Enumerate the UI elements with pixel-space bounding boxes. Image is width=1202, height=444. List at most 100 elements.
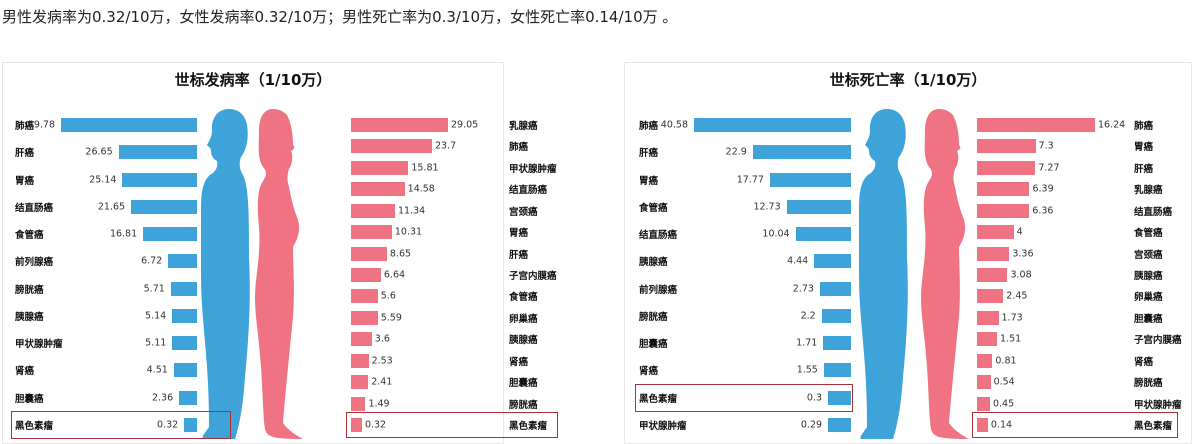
male-value-label: 0.29 [800, 419, 823, 431]
male-value-label: 17.77 [736, 174, 764, 186]
female-bar [977, 268, 1008, 282]
male-category-label: 肺癌 [15, 121, 35, 132]
female-bar [351, 332, 372, 347]
male-value-label: 12.73 [753, 201, 781, 213]
female-value-label: 8.65 [389, 248, 412, 260]
female-value-label: 1.73 [1001, 312, 1023, 324]
male-bar [814, 254, 851, 269]
male-value-label: 0.32 [157, 419, 179, 431]
chart-title: 世标发病率（1/10万） [174, 71, 332, 89]
male-bar [172, 336, 197, 351]
male-value-label: 2.2 [800, 310, 816, 322]
female-value-label: 2.41 [371, 376, 393, 388]
female-bar [977, 203, 1030, 218]
female-bar [351, 203, 395, 218]
female-category-label: 肝癌 [509, 249, 529, 261]
male-bar [823, 363, 851, 378]
male-category-label: 肺癌 [639, 121, 659, 132]
male-bar [823, 336, 851, 351]
female-value-label: 5.6 [380, 290, 396, 302]
female-silhouette-shape [921, 109, 969, 439]
male-category-label: 胆囊癌 [639, 339, 668, 351]
female-category-label: 胃癌 [509, 228, 529, 240]
female-category-label: 膀胱癌 [1134, 378, 1163, 390]
male-category-label: 胃癌 [639, 175, 659, 187]
male-category-label: 前列腺癌 [15, 257, 54, 269]
male-value-label: 4.51 [146, 364, 168, 376]
male-value-label: 5.14 [145, 310, 167, 322]
female-value-label: 5.59 [380, 312, 402, 324]
female-category-label: 食管癌 [1134, 228, 1163, 240]
female-bar [351, 396, 366, 411]
male-highlight-box [11, 411, 231, 439]
male-value-label: 1.71 [796, 337, 818, 349]
male-highlight-box [635, 383, 853, 412]
incidence-chart-panel: 世标发病率（1/10万） 肺癌 49.78 肝癌 26.65 胃癌 25.14 结直肠癌 21… [2, 62, 558, 444]
female-category-label: 宫颈癌 [509, 206, 538, 218]
female-category-label: 胆囊癌 [509, 378, 538, 390]
male-category-label: 胰腺癌 [639, 257, 668, 269]
female-category-label: 胰腺癌 [1134, 271, 1163, 282]
male-value-label: 0.3 [806, 392, 823, 404]
male-value-label: 26.65 [85, 146, 113, 158]
male-bar [170, 281, 197, 296]
female-category-label: 乳腺癌 [1134, 185, 1163, 197]
female-category-label: 胆囊癌 [1134, 313, 1163, 325]
female-silhouette-icon [255, 109, 303, 439]
male-bar [828, 390, 851, 405]
female-bar [351, 268, 381, 282]
female-value-label: 16.24 [1098, 119, 1126, 131]
female-bar [351, 225, 392, 240]
female-category-label: 乳腺癌 [509, 121, 538, 132]
female-value-label: 10.31 [394, 226, 423, 238]
male-bar [795, 227, 851, 242]
male-value-label: 16.81 [109, 228, 138, 240]
female-bar [351, 182, 405, 197]
chart-title: 世标死亡率（1/10万） [829, 71, 987, 89]
male-value-label: 4.44 [787, 255, 809, 267]
male-value-label: 2.73 [792, 283, 814, 295]
male-bar [143, 227, 197, 242]
male-category-label: 食管癌 [639, 202, 668, 214]
female-value-label: 6.64 [383, 269, 406, 281]
male-bar [821, 308, 851, 323]
female-bar [977, 375, 991, 390]
male-value-label: 10.04 [762, 228, 790, 240]
female-bar [351, 353, 369, 368]
female-category-label: 结直肠癌 [509, 185, 548, 197]
female-bar [977, 225, 1014, 240]
male-category-label: 胆囊癌 [15, 393, 44, 405]
male-category-label: 甲状腺肿瘤 [15, 339, 63, 351]
male-value-label: 21.65 [97, 201, 126, 213]
male-bar [173, 363, 197, 378]
male-value-label: 6.72 [141, 255, 163, 267]
male-category-label: 结直肠癌 [15, 202, 54, 214]
female-category-label: 宫颈癌 [1134, 249, 1163, 261]
male-silhouette-shape [201, 109, 250, 439]
female-value-label: 11.34 [397, 205, 426, 217]
male-silhouette-icon [859, 109, 908, 439]
male-category-label: 胰腺癌 [15, 311, 44, 323]
headline: 男性发病率为0.32/10万，女性发病率0.32/10万；男性死亡率为0.3/1… [2, 8, 678, 26]
female-value-label: 3.6 [374, 333, 390, 345]
male-bar [184, 418, 197, 432]
male-category-label: 甲状腺肿瘤 [639, 421, 687, 432]
female-bar [977, 182, 1030, 197]
male-bar [819, 281, 851, 296]
male-category-label: 前列腺癌 [639, 284, 678, 296]
female-bar [351, 375, 369, 390]
female-bar [977, 418, 988, 432]
female-bar [977, 289, 1004, 304]
female-category-label: 肾癌 [509, 356, 529, 368]
male-bar [118, 145, 197, 160]
female-category-label: 黑色素瘤 [509, 421, 548, 432]
female-value-label: 0.14 [990, 419, 1013, 431]
female-category-label: 子宫内膜癌 [1134, 335, 1182, 347]
male-category-label: 肾癌 [639, 366, 659, 378]
female-category-label: 卵巢癌 [509, 313, 538, 325]
female-category-label: 肝癌 [1134, 163, 1154, 175]
female-value-label: 4 [1016, 226, 1023, 238]
male-bar [122, 172, 197, 187]
female-bar [977, 353, 993, 368]
male-bar [769, 172, 851, 187]
